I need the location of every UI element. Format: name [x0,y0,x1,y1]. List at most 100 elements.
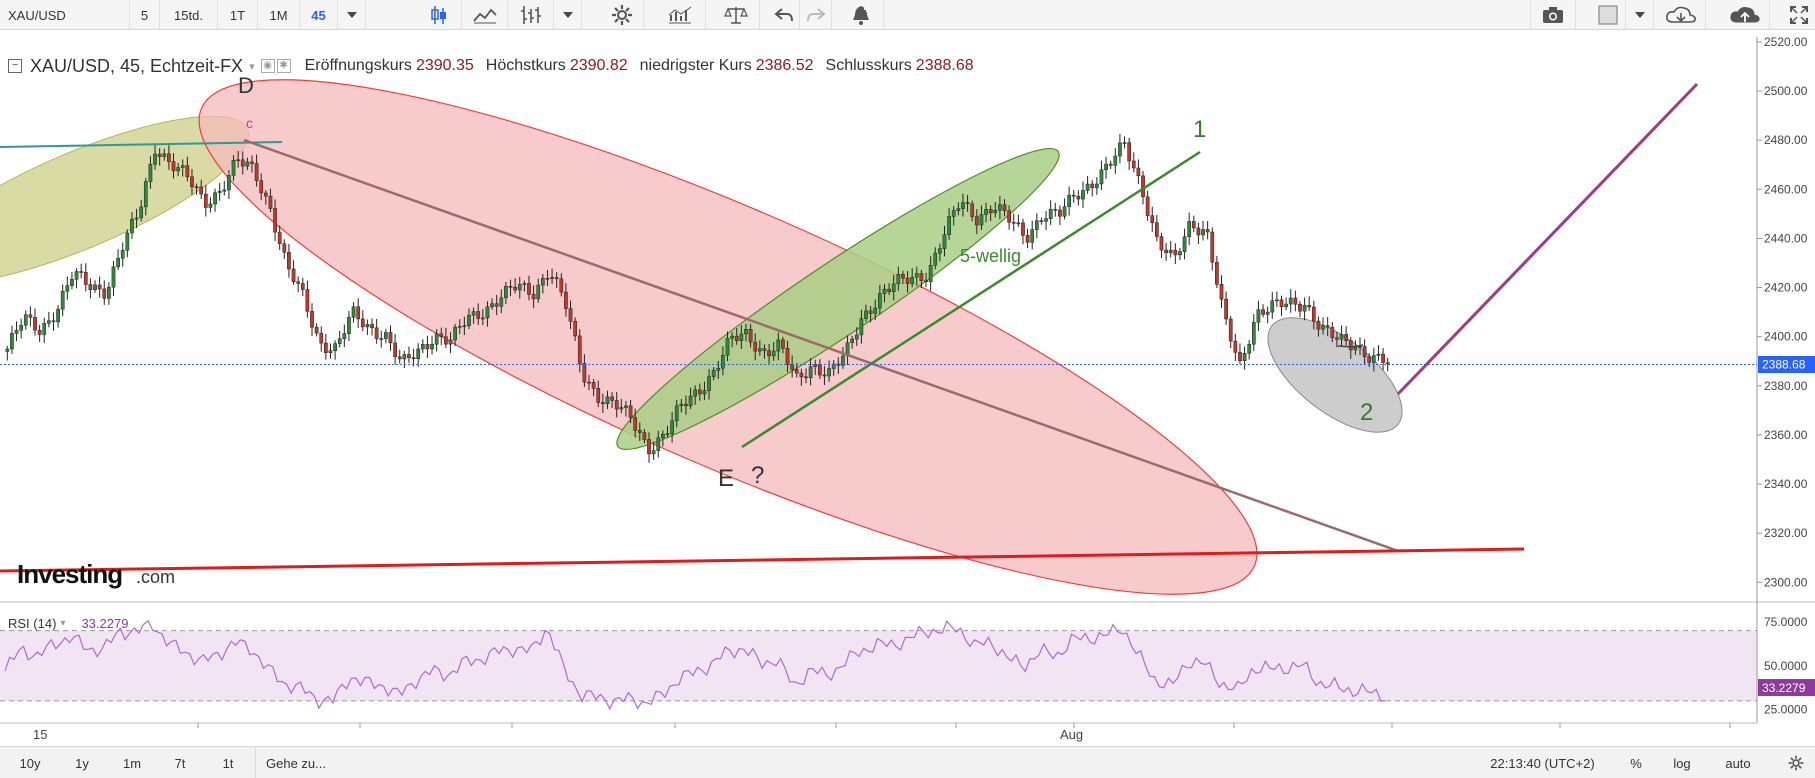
candle-body [1067,194,1071,207]
candle-body [905,277,910,284]
price-axis[interactable]: 2520.00 2500.00 2480.00 2460.00 2440.00 2420.… [1757,35,1808,589]
interval-45[interactable]: 45 [300,0,338,30]
current-price-tag-text: 2388.68 [1762,358,1806,372]
candle-body [827,368,831,377]
candle-body [10,333,14,350]
symbol-search[interactable]: XAU/USD [0,0,130,30]
goto-date-button[interactable]: Gehe zu... [255,747,335,778]
range-7t[interactable]: 7t [160,747,200,778]
candle-body [794,369,799,374]
candle-body [157,153,162,157]
candle-body [711,370,716,377]
candle-body [148,163,153,182]
candle-body [1371,355,1376,363]
rsi-axis[interactable]: 75.0000 50.0000 25.0000 [1764,615,1808,717]
candle-body [887,288,891,292]
candle-body [998,204,1002,211]
candle-body [924,280,928,283]
candle-body [328,350,333,353]
rsi-label: RSI (14) [8,615,57,631]
settings-button[interactable] [1778,747,1814,778]
candle-body [919,273,924,282]
collapse-icon[interactable]: − [8,59,22,73]
candle-body [947,216,951,235]
indicators-dropdown[interactable] [554,0,582,30]
watermark-brand: Investing [17,559,122,589]
auto-toggle[interactable]: auto [1718,747,1758,778]
range-1y[interactable]: 1y [62,747,102,778]
interval-5[interactable]: 5 [130,0,160,30]
candle-body [56,308,60,323]
gear-icon[interactable]: ✱ [276,59,291,73]
candle-body [1302,304,1307,312]
candle-body [781,339,785,349]
fullscreen-button[interactable] [1782,0,1815,30]
undo-button[interactable] [768,0,800,30]
range-10y[interactable]: 10y [10,747,50,778]
candle-body [1344,334,1348,341]
small-mark[interactable] [1337,344,1364,348]
trendline-5-wave[interactable] [741,150,1201,449]
range-1m[interactable]: 1m [112,747,152,778]
trendline-d-to-target[interactable] [243,138,1399,553]
alert-button[interactable] [838,0,884,30]
candle-body [970,203,975,217]
candle-body [1113,155,1118,166]
candle-body [725,337,730,356]
studies-button[interactable] [654,0,706,30]
candle-body [111,266,116,288]
candle-body [522,283,527,285]
candle-body [744,329,748,335]
candle-body [1353,346,1358,351]
range-1t[interactable]: 1t [208,747,248,778]
candle-body [979,214,984,226]
auto-label: auto [1725,755,1751,771]
chevron-down-icon[interactable]: ▾ [249,60,255,73]
candle-body [42,323,47,335]
support-line[interactable] [0,547,1525,573]
interval-dropdown[interactable] [338,0,366,30]
redo-button[interactable] [800,0,832,30]
candle-body [1108,163,1113,166]
candle-body [190,176,194,188]
snapshot-button[interactable] [1530,0,1576,30]
interval-1t[interactable]: 1T [218,0,258,30]
candle-body [1298,303,1302,312]
indicators-button[interactable] [508,0,554,30]
target-line[interactable] [1396,82,1699,396]
load-layout-button[interactable] [1656,0,1706,30]
candle-body [1224,298,1228,320]
trendline-top[interactable] [0,141,283,148]
layout-dropdown[interactable] [1626,0,1654,30]
candle-body [1233,340,1238,353]
eye-icon[interactable]: ◉ [260,59,275,73]
save-layout-button[interactable] [1720,0,1770,30]
layout-button[interactable] [1590,0,1626,30]
interval-1std[interactable]: 15td. [160,0,218,30]
candle-body [120,250,125,259]
candle-body [1168,249,1173,254]
candle-body [79,271,84,273]
rsi-tick-label: 75.0000 [1764,615,1808,629]
log-toggle[interactable]: log [1664,747,1700,778]
current-price-tag: 2388.68 [1758,356,1815,374]
y-tick-label: 2360.00 [1764,428,1808,442]
time-axis[interactable]: 15 Aug [33,727,1083,742]
candle-body [1362,346,1367,357]
percent-toggle[interactable]: % [1622,747,1650,778]
redo-icon [806,8,826,22]
candle-body [591,382,596,389]
interval-1m[interactable]: 1M [258,0,300,30]
compare-button[interactable] [712,0,760,30]
candle-body [139,206,144,219]
chart-type-button[interactable] [416,0,462,30]
settings-button[interactable] [600,0,644,30]
chevron-down-icon[interactable]: ▾ [60,617,66,629]
interval-label: 5 [140,7,149,23]
range-label: 1y [75,755,89,771]
candle-body [347,316,351,334]
line-chart-button[interactable] [462,0,508,30]
candle-body [1178,251,1182,256]
candle-body [1136,167,1141,177]
